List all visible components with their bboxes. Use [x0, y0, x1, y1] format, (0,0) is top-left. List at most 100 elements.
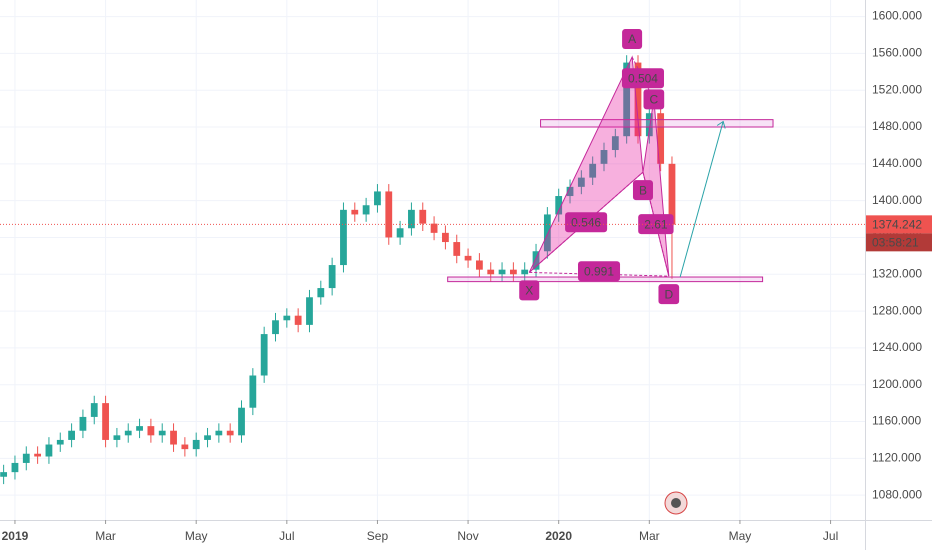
candle-body — [56, 439, 64, 445]
candle-body — [170, 430, 177, 445]
y-tick-label: 1120.000 — [872, 451, 921, 465]
y-tick-label: 1480.000 — [872, 119, 922, 133]
candle-body — [521, 269, 529, 275]
candle-body — [645, 113, 653, 137]
y-tick-label: 1280.000 — [872, 303, 922, 317]
candle-body — [566, 186, 574, 197]
x-tick-label: Jul — [279, 529, 294, 543]
x-tick-label: 2020 — [545, 529, 572, 543]
candle-body — [532, 251, 540, 270]
candle-body — [34, 453, 42, 457]
y-tick-label: 1560.000 — [872, 46, 922, 60]
candle-body — [657, 113, 665, 164]
x-tick-label: 2019 — [2, 529, 29, 543]
x-tick-label: Jul — [823, 529, 838, 543]
point-label-box — [622, 29, 643, 50]
candle-body — [22, 453, 30, 463]
candle-body — [136, 426, 143, 431]
arrow-head — [716, 120, 726, 129]
x-tick-label: Sep — [367, 529, 389, 543]
y-tick-label: 1200.000 — [872, 377, 922, 391]
countdown-box — [866, 233, 932, 252]
candle-body — [283, 315, 291, 321]
point-label: C — [650, 93, 659, 107]
candle-body — [362, 205, 370, 215]
candle-body — [204, 435, 211, 440]
candle-body — [272, 320, 279, 335]
candle-body — [611, 136, 619, 151]
replay-icon[interactable] — [664, 491, 688, 515]
y-tick-label: 1520.000 — [872, 82, 922, 96]
candle-body — [668, 163, 676, 225]
x-tick-label: Mar — [639, 529, 660, 543]
icon-core[interactable] — [671, 498, 681, 508]
candle-body — [509, 269, 517, 275]
candle-body — [45, 444, 53, 457]
y-tick-label: 1080.000 — [872, 487, 922, 501]
point-label: A — [628, 32, 636, 46]
candle-body — [385, 191, 393, 238]
y-tick-label: 1160.000 — [872, 414, 921, 428]
ratio-label: 0.546 — [571, 215, 601, 229]
candle-body — [475, 260, 483, 270]
candle-body — [498, 269, 506, 275]
ratio-label-box — [638, 214, 674, 235]
ratio-label-box — [565, 212, 608, 233]
candle-body — [181, 444, 189, 450]
candle-body — [634, 62, 642, 137]
candle-body — [215, 430, 223, 436]
countdown-label: 03:58:21 — [872, 236, 919, 250]
candle-body — [306, 297, 313, 325]
candle-body — [317, 288, 325, 298]
candle-body — [464, 255, 472, 261]
candle-body — [68, 430, 75, 440]
pattern-leg — [529, 271, 669, 277]
candle-body — [442, 232, 449, 243]
candle-body — [226, 430, 234, 436]
candle-body — [430, 223, 438, 233]
zone — [540, 119, 774, 128]
candle-body — [374, 191, 381, 206]
last-price-box — [866, 215, 932, 234]
projection-arrow — [679, 121, 724, 278]
candle-body — [328, 265, 336, 289]
candle-body — [294, 315, 302, 325]
candle-body — [340, 209, 347, 266]
candle-body — [0, 472, 8, 477]
candle-body — [192, 439, 200, 450]
candle-body — [11, 462, 19, 473]
pattern-leg — [631, 56, 655, 100]
candle-body — [249, 375, 257, 408]
last-price-label: 1374.242 — [872, 218, 922, 232]
point-label: B — [639, 183, 647, 197]
candle-body — [453, 242, 461, 256]
candle-body — [113, 435, 121, 440]
ratio-label-box — [578, 261, 621, 282]
candle-body — [623, 62, 631, 137]
candle-body — [600, 150, 608, 164]
x-tick-label: Nov — [457, 529, 478, 543]
point-label-box — [519, 280, 540, 301]
point-label-box — [632, 180, 653, 201]
candle-body — [102, 403, 109, 440]
y-tick-label: 1320.000 — [872, 266, 922, 280]
candle-body — [158, 430, 166, 436]
ratio-label: 2.61 — [644, 217, 668, 231]
candle-body — [396, 228, 404, 238]
y-tick-label: 1600.000 — [872, 9, 922, 23]
y-tick-label: 1440.000 — [872, 156, 922, 170]
candle-body — [79, 416, 87, 431]
candle-body — [419, 209, 427, 224]
point-label: X — [525, 284, 533, 298]
candle-body — [260, 334, 268, 376]
y-tick-label: 1400.000 — [872, 193, 922, 207]
candle-body — [408, 209, 415, 229]
candle-body — [589, 163, 597, 178]
ratio-label: 0.504 — [628, 71, 658, 85]
point-label-box — [658, 284, 680, 305]
x-tick-label: Mar — [95, 529, 116, 543]
point-label-box — [643, 89, 665, 110]
candle-body — [487, 269, 495, 275]
candle-body — [90, 403, 98, 417]
